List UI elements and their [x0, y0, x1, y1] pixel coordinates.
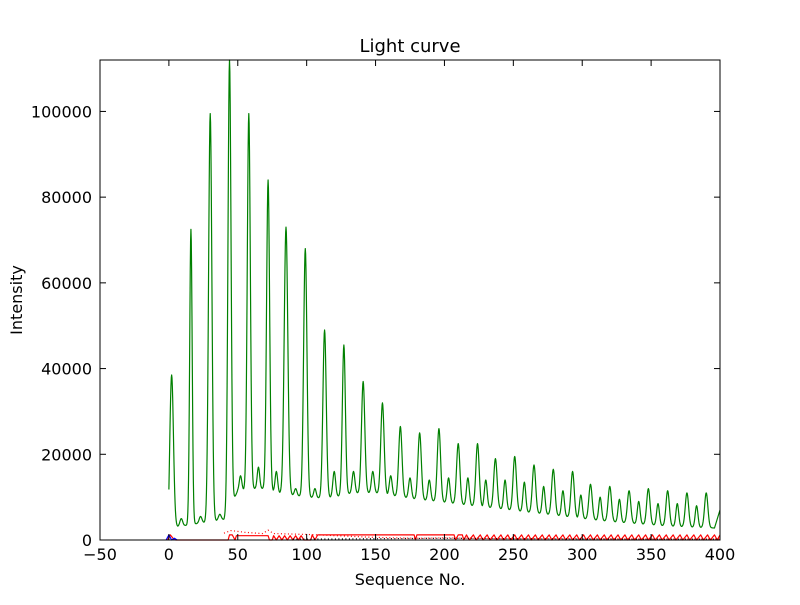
- y-tick-label: 20000: [41, 445, 92, 464]
- x-tick-label: 150: [360, 545, 391, 564]
- series-line-2: [166, 534, 721, 541]
- x-tick-label: 350: [636, 545, 667, 564]
- y-axis-label: Intensity: [7, 265, 26, 335]
- y-tick-label: 60000: [41, 274, 92, 293]
- x-tick-label: 0: [164, 545, 174, 564]
- y-tick-label: 80000: [41, 188, 92, 207]
- x-tick-label: 100: [291, 545, 322, 564]
- x-tick-label: 250: [498, 545, 529, 564]
- x-tick-label: 200: [429, 545, 460, 564]
- x-tick-label: 50: [228, 545, 248, 564]
- series-line-3: [223, 529, 720, 540]
- x-axis-label: Sequence No.: [355, 570, 466, 589]
- tick-layer: −50 0 50 100 150 200 250 300 350 4000200004000060…: [31, 60, 735, 564]
- y-tick-label: 40000: [41, 360, 92, 379]
- plot-area-frame: [99, 59, 721, 541]
- x-tick-label: 400: [705, 545, 736, 564]
- chart-title: Light curve: [359, 36, 460, 57]
- x-tick-label: 300: [567, 545, 598, 564]
- x-tick-label: −50: [83, 545, 117, 564]
- y-tick-label: 100000: [31, 102, 92, 121]
- y-tick-label: 0: [82, 531, 92, 550]
- series-line-1: [168, 59, 721, 529]
